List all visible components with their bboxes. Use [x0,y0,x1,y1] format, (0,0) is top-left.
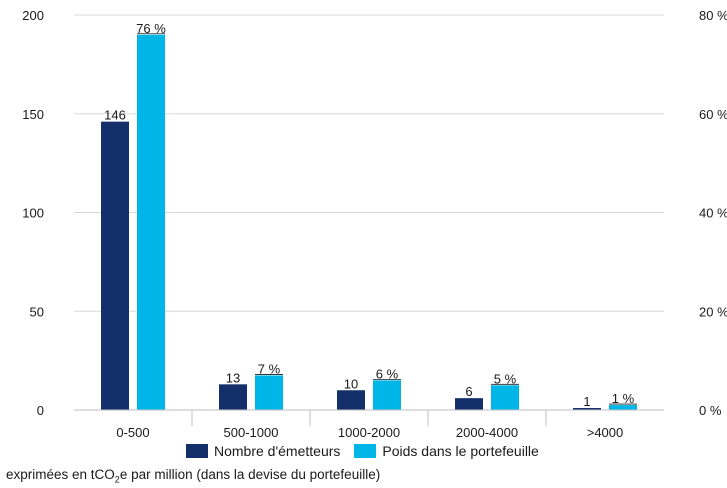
category-label: 0-500 [116,425,149,440]
bar-weight [373,380,401,410]
legend-swatch-emitters [186,444,208,458]
bar-weight [491,385,519,410]
data-label-weight: 6 % [376,366,399,381]
data-label-emitters: 10 [344,376,358,391]
legend-swatch-weight [354,444,377,458]
category-label: 2000-4000 [456,425,518,440]
bars: 146 76 % 13 7 % 10 6 % 6 5 % 1 1 % [101,21,637,411]
right-tick-label: 40 % [699,206,727,221]
right-y-axis: 0 % 20 % 40 % 60 % 80 % [699,8,727,418]
data-label-weight: 76 % [136,21,166,36]
left-y-axis: 0 50 100 150 200 [22,8,44,418]
left-tick-label: 50 [30,304,44,319]
category-label: >4000 [587,425,624,440]
bar-weight [137,34,165,410]
data-label-emitters: 6 [465,384,472,399]
bar-chart: 0 50 100 150 200 0 % 20 % 40 % 60 % 80 % 146 76 %… [22,8,727,440]
bar-emitters [101,121,129,411]
gridlines [74,14,664,312]
bar-emitters [219,384,247,410]
right-tick-label: 20 % [699,304,727,319]
legend-item-weight: Poids dans le portefeuille [354,443,539,459]
legend-label-weight: Poids dans le portefeuille [382,443,539,459]
x-axis: 0-500 500-1000 1000-2000 2000-4000 >4000 [74,409,664,440]
bar-emitters [573,408,601,410]
legend-item-emitters: Nombre d'émetteurs [186,443,340,459]
data-label-emitters: 146 [104,108,126,123]
category-label: 500-1000 [224,425,279,440]
footnote: exprimées en tCO2e par million (dans la … [6,467,380,485]
footnote-prefix: exprimées en tCO [6,467,115,482]
category-label: 1000-2000 [338,425,400,440]
left-tick-label: 100 [22,206,44,221]
legend: Nombre d'émetteurs Poids dans le portefe… [186,443,553,459]
bar-weight [255,375,283,410]
bar-emitters [455,398,483,410]
data-label-weight: 7 % [258,361,281,376]
right-tick-label: 80 % [699,8,727,23]
right-tick-label: 60 % [699,107,727,122]
left-tick-label: 0 [37,403,44,418]
right-tick-label: 0 % [699,403,722,418]
footnote-suffix: e par million (dans la devise du portefe… [119,467,381,482]
data-label-emitters: 13 [226,370,240,385]
data-label-emitters: 1 [583,394,590,409]
data-label-weight: 1 % [612,391,635,406]
data-label-weight: 5 % [494,371,517,386]
bar-emitters [337,390,365,410]
bar-weight [609,405,637,410]
footnote-subscript: 2 [114,474,120,485]
left-tick-label: 200 [22,8,44,23]
left-tick-label: 150 [22,107,44,122]
legend-label-emitters: Nombre d'émetteurs [214,443,341,459]
